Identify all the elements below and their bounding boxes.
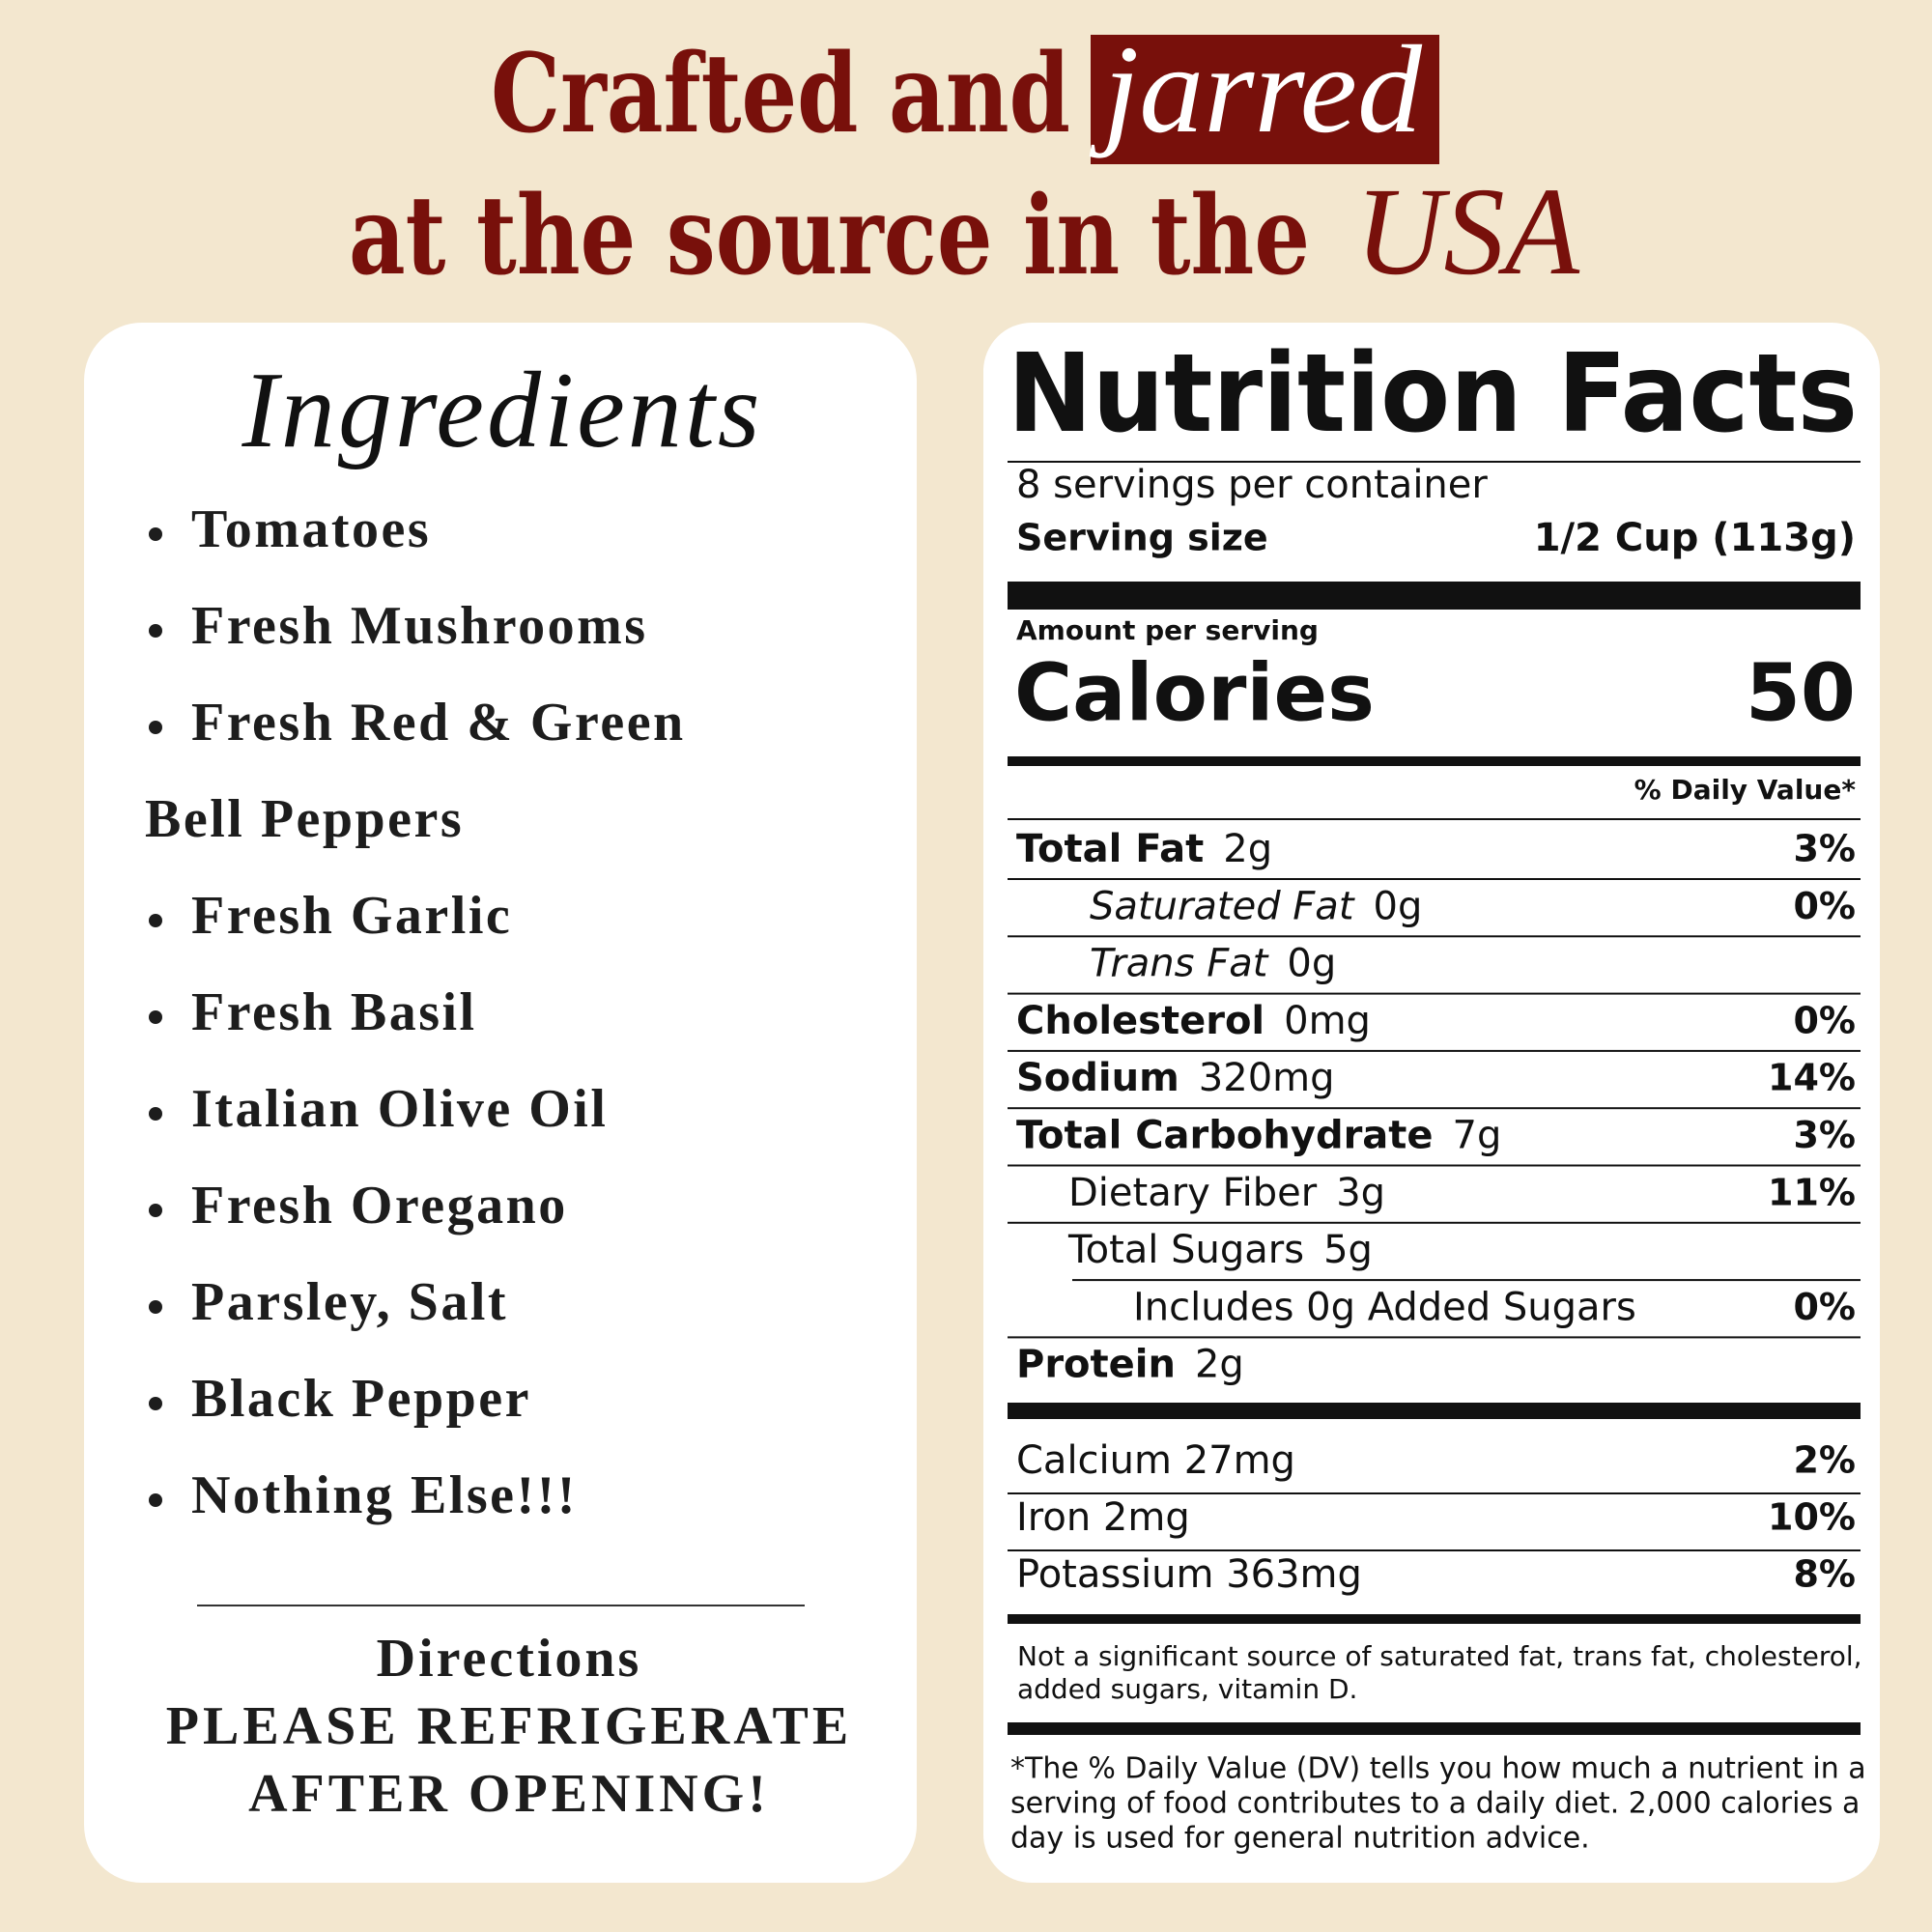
nutrient-name: Dietary Fiber [1068,1171,1318,1215]
mineral: Calcium 27mg [1016,1438,1295,1483]
rule [1008,818,1861,820]
ingredient: Bell Peppers [145,789,464,849]
highlight-box [1091,35,1439,164]
ingredient: Fresh Garlic [191,886,512,946]
bullet [149,721,162,734]
nutrient-name: Sodium [1016,1056,1179,1100]
nutrient-amount: 5g [1323,1228,1373,1272]
nutrition-title: Nutrition Facts [1008,331,1858,457]
mineral-dv: 8% [1793,1553,1856,1596]
rule [1008,935,1861,938]
nutrient-amount: 320mg [1199,1056,1335,1100]
nutrient-dv: 0% [1793,999,1856,1041]
nutrient-dv: 3% [1793,1114,1856,1156]
ingredient: Black Pepper [191,1369,531,1429]
rule [1008,1403,1861,1419]
nutrient-dv: 3% [1793,828,1856,870]
rule [1008,756,1861,766]
servings: 8 servings per container [1016,463,1488,507]
rule [1008,582,1861,610]
serving-size-label: Serving size [1016,517,1268,559]
rule [1008,1614,1861,1624]
nutrient-amount: 2g [1223,827,1272,871]
nutrient-name: Total Carbohydrate [1016,1114,1434,1158]
bullet [149,914,162,927]
dv-header: % Daily Value* [1634,774,1857,806]
rule [1008,1107,1861,1110]
bullet [149,527,162,541]
bullet [149,1493,162,1507]
footnote: serving of food contributes to a daily d… [1010,1787,1860,1821]
ingredients-card [84,323,917,1883]
footnote: day is used for general nutrition advice… [1010,1822,1590,1856]
ingredient: Italian Olive Oil [191,1079,608,1139]
header-text: at the source in the [349,173,1310,299]
rule [1008,1492,1861,1494]
bullet [149,1300,162,1314]
ingredient: Fresh Oregano [191,1176,568,1236]
nutrient-amount: 3g [1336,1171,1385,1215]
rule [1008,878,1861,880]
footnote: *The % Daily Value (DV) tells you how mu… [1010,1752,1866,1786]
nutrient-name: Saturated Fat [1090,884,1355,928]
nutrient-dv: 0% [1793,885,1856,927]
rule [1072,1279,1861,1282]
ingredient: Tomatoes [191,499,431,559]
rule [1008,1549,1861,1551]
nutrient-name: Total Sugars [1067,1228,1304,1272]
note: Not a significant source of saturated fa… [1017,1640,1862,1672]
mineral-dv: 10% [1768,1496,1856,1539]
header-highlight: jarred [1090,20,1423,159]
ingredient: Parsley, Salt [191,1272,508,1332]
nutrient-amount: 7g [1453,1114,1502,1158]
rule [1008,992,1861,995]
nutrient-amount: 0g [1287,942,1336,986]
ingredient: Fresh Mushrooms [191,596,648,656]
nutrient-dv: 14% [1768,1057,1856,1099]
bullet [149,1204,162,1217]
mineral-dv: 2% [1793,1439,1856,1482]
rule [1008,1336,1861,1339]
nutrient-name: Includes 0g Added Sugars [1133,1285,1636,1329]
rule [1008,461,1861,463]
nutrient-amount: 2g [1195,1343,1244,1387]
directions-line: PLEASE REFRIGERATE [166,1696,852,1756]
header-text: Crafted and [491,31,1070,157]
bullet [149,1397,162,1410]
rule [1008,1049,1861,1052]
calories-label: Calories [1014,647,1375,739]
amount-per-serving: Amount per serving [1016,614,1319,646]
directions-title: Directions [377,1629,642,1689]
nutrient-dv: 11% [1768,1171,1856,1213]
directions-line: AFTER OPENING! [248,1764,770,1824]
bullet [149,1010,162,1024]
serving-size: 1/2 Cup (113g) [1534,516,1856,560]
rule [1008,1221,1861,1224]
rule [1008,1722,1861,1735]
nutrient-amount: 0g [1374,884,1423,928]
calories: 50 [1746,647,1856,739]
nutrient-name: Trans Fat [1090,942,1269,986]
rule [1008,1164,1861,1167]
ingredient: Fresh Basil [191,982,477,1042]
nutrient-dv: 0% [1793,1286,1856,1328]
nutrient-amount: 0mg [1284,999,1371,1043]
ingredients-title: Ingredients [242,351,763,470]
mineral: Potassium 363mg [1016,1552,1362,1597]
nutrient-name: Cholesterol [1016,999,1264,1043]
bullet [149,624,162,638]
header-italic: USA [1355,162,1580,301]
bullet [149,1107,162,1121]
nutrient-name: Total Fat [1016,827,1204,871]
ingredient: Fresh Red & Green [191,693,686,753]
note: added sugars, vitamin D. [1017,1673,1357,1705]
mineral: Iron 2mg [1016,1495,1190,1540]
ingredient: Nothing Else!!! [191,1465,578,1525]
nutrient-name: Protein [1016,1343,1176,1387]
